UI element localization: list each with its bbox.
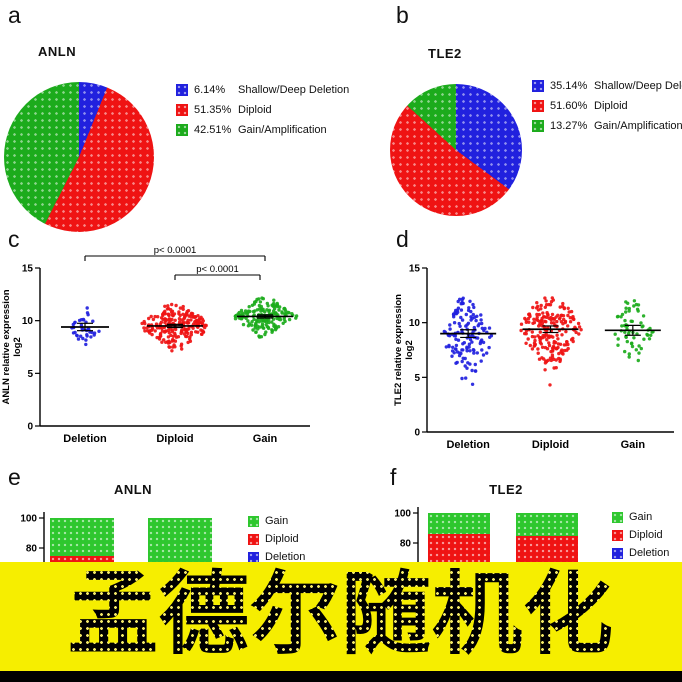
svg-text:Deletion: Deletion: [446, 439, 490, 451]
legend-item: Gain: [248, 512, 305, 530]
legend-percent: 51.35%: [194, 104, 232, 116]
legend-swatch-icon: [248, 551, 259, 563]
legend-swatch-icon: [176, 124, 188, 136]
panel-letter-d: d: [396, 226, 409, 252]
legend-swatch-icon: [176, 104, 188, 116]
legend-label: Deletion: [265, 551, 306, 563]
legend-swatch-icon: [532, 100, 544, 112]
scatter-plot-tle2: 15 10 5 0 Deletion Diploid Gain TLE2 relative e…: [385, 240, 682, 460]
svg-text:Gain: Gain: [253, 433, 278, 445]
svg-text:15: 15: [409, 264, 421, 275]
legend-item: Diploid: [612, 526, 669, 544]
svg-text:Deletion: Deletion: [63, 433, 107, 445]
svg-text:100: 100: [20, 514, 37, 525]
panel-a-title: ANLN: [38, 44, 77, 59]
svg-text:5: 5: [414, 373, 420, 384]
svg-text:ANLN relative expression: ANLN relative expression: [1, 289, 12, 404]
legend-item: 6.14% Shallow/Deep Deletion: [176, 80, 349, 100]
legend-swatch-icon: [612, 511, 623, 523]
banner-bottom-strip: [0, 671, 682, 682]
legend-item: 51.35% Diploid: [176, 100, 349, 120]
legend-swatch-icon: [248, 533, 259, 545]
svg-text:TLE2 relative expression: TLE2 relative expression: [393, 294, 404, 406]
banner: 孟德尔随机化: [0, 562, 682, 682]
svg-text:10: 10: [409, 318, 421, 329]
legend-swatch-icon: [532, 120, 544, 132]
bar-legend-tle2: Gain Diploid Deletion: [612, 508, 669, 562]
svg-text:0: 0: [27, 422, 33, 433]
svg-text:p< 0.0001: p< 0.0001: [154, 245, 197, 256]
legend-label: Gain/Amplification: [594, 120, 682, 132]
legend-label: Diploid: [629, 529, 663, 541]
panel-letter-b: b: [396, 2, 409, 28]
bar-segment-gain: [148, 518, 212, 563]
legend-label: Deletion: [629, 547, 670, 559]
legend-percent: 35.14%: [550, 80, 588, 92]
legend-item: Deletion: [248, 548, 305, 566]
svg-text:Gain: Gain: [621, 439, 646, 451]
bar-segment-gain: [516, 513, 578, 536]
legend-swatch-icon: [612, 547, 623, 559]
svg-text:log2: log2: [12, 337, 23, 357]
legend-label: Shallow/Deep Deletion: [238, 84, 350, 96]
legend-item: 13.27% Gain/Amplification: [532, 116, 682, 136]
legend-swatch-icon: [612, 529, 623, 541]
svg-text:log2: log2: [404, 340, 415, 360]
pie-chart-anln: [4, 82, 154, 232]
legend-percent: 42.51%: [194, 124, 232, 136]
legend-swatch-icon: [176, 84, 188, 96]
svg-text:p< 0.0001: p< 0.0001: [196, 264, 239, 275]
legend-percent: 6.14%: [194, 84, 226, 96]
legend-percent: 13.27%: [550, 120, 588, 132]
svg-text:0: 0: [414, 428, 420, 439]
pie-chart-tle2: [390, 84, 522, 216]
bar-segment-gain: [50, 518, 114, 556]
panel-letter-e: e: [8, 464, 21, 490]
legend-item: Deletion: [612, 544, 669, 562]
legend-label: Gain: [265, 515, 289, 527]
legend-item: Diploid: [248, 530, 305, 548]
legend-label: Diploid: [265, 533, 299, 545]
svg-text:5: 5: [27, 369, 33, 380]
panel-b-title: TLE2: [428, 46, 462, 61]
pie-legend-tle2: 35.14% Shallow/Deep Deletion 51.60% Diploid…: [532, 76, 682, 136]
scatter-plot-anln: 15 10 5 0 Deletion Diploid Gain ANLN relative e…: [0, 240, 320, 457]
svg-text:Diploid: Diploid: [156, 433, 193, 445]
legend-item: 35.14% Shallow/Deep Deletion: [532, 76, 682, 96]
svg-text:80: 80: [26, 544, 38, 555]
pie-legend-anln: 6.14% Shallow/Deep Deletion 51.35% Diploid 4…: [176, 80, 349, 140]
legend-label: Gain/Amplification: [238, 124, 327, 136]
legend-swatch-icon: [532, 80, 544, 92]
svg-text:Diploid: Diploid: [532, 439, 569, 451]
legend-item: 51.60% Diploid: [532, 96, 682, 116]
legend-item: Gain: [612, 508, 669, 526]
legend-label: Diploid: [238, 104, 272, 116]
panel-letter-a: a: [8, 2, 21, 28]
bar-legend-anln: Gain Diploid Deletion: [248, 512, 305, 566]
bar-segment-gain: [428, 513, 490, 534]
panel-f-title: TLE2: [489, 482, 523, 497]
legend-swatch-icon: [248, 515, 259, 527]
legend-item: 42.51% Gain/Amplification: [176, 120, 349, 140]
banner-text: 孟德尔随机化: [0, 562, 682, 668]
panel-letter-c: c: [8, 226, 20, 252]
legend-percent: 51.60%: [550, 100, 588, 112]
svg-text:15: 15: [22, 264, 34, 275]
svg-text:100: 100: [394, 509, 411, 520]
svg-text:80: 80: [400, 539, 412, 550]
panel-e-title: ANLN: [113, 482, 153, 497]
svg-text:10: 10: [22, 316, 34, 327]
legend-label: Diploid: [594, 100, 628, 112]
legend-label: Shallow/Deep Deletion: [594, 80, 682, 92]
legend-label: Gain: [629, 511, 653, 523]
panel-letter-f: f: [390, 464, 397, 490]
